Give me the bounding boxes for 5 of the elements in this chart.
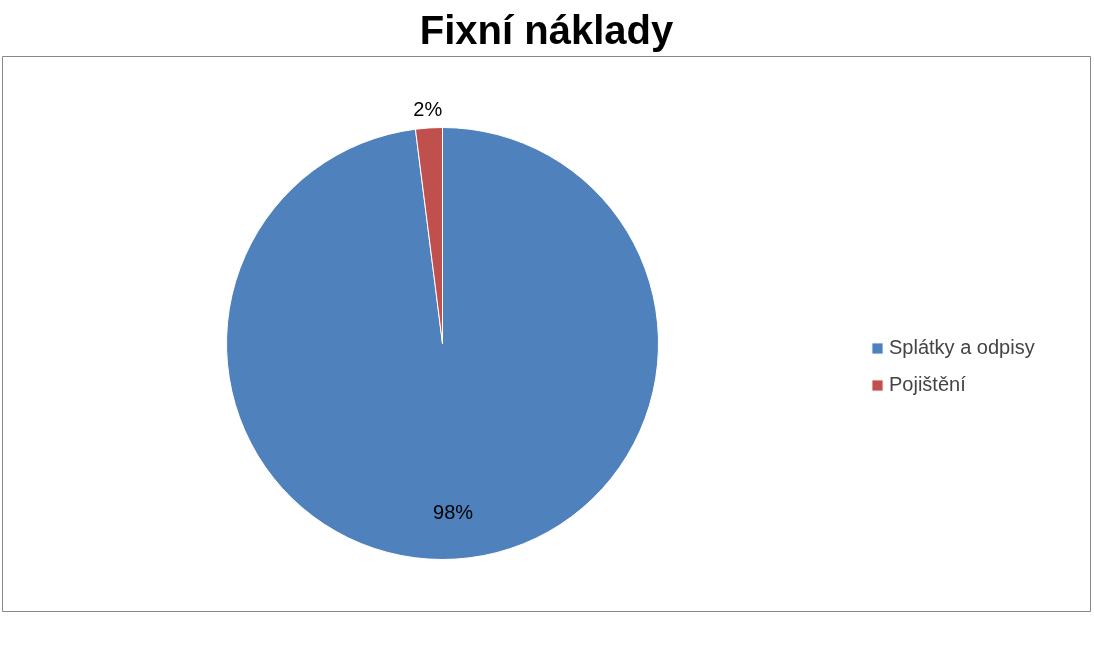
data-label: 2%: [413, 97, 443, 120]
legend-label: Pojištění: [889, 373, 966, 396]
chart-title: Fixní náklady: [419, 7, 674, 52]
data-label: 98%: [433, 500, 474, 523]
legend-label: Splátky a odpisy: [889, 336, 1035, 359]
